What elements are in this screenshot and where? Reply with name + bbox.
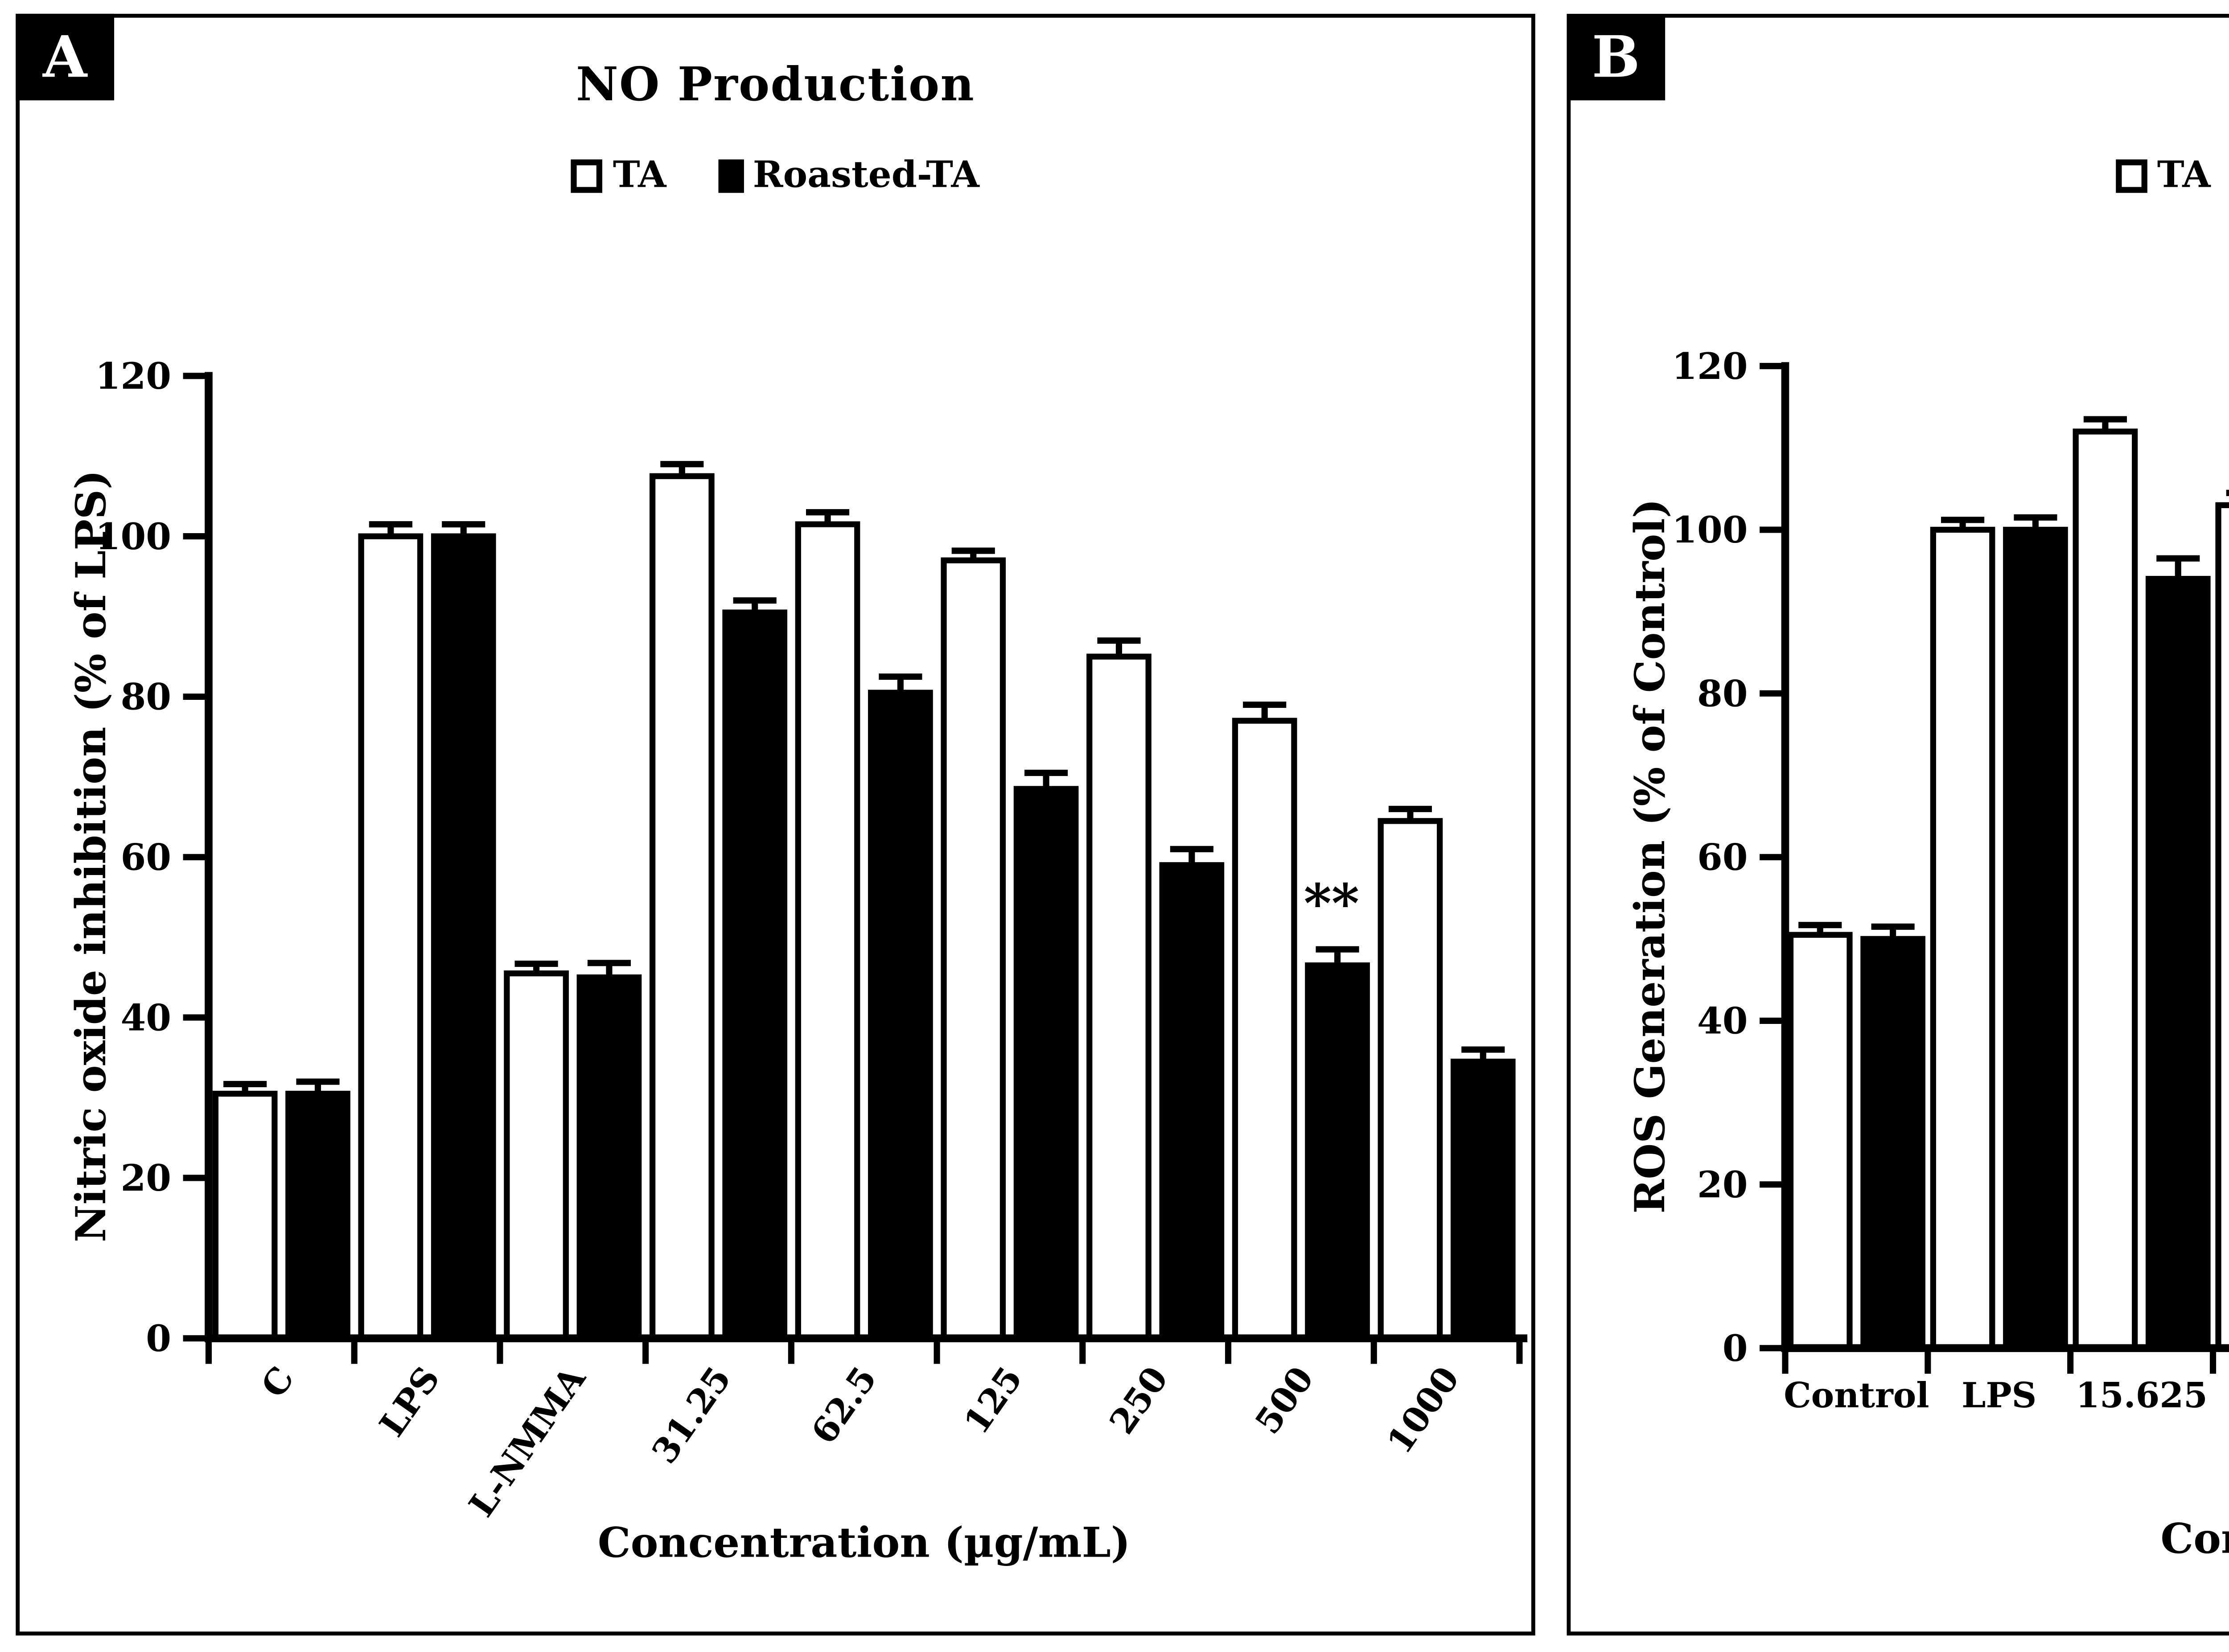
bar-TA-LPS <box>1930 526 1995 1351</box>
y-tick-label: 100 <box>95 515 171 558</box>
panel-a-title: NO Production <box>576 57 975 112</box>
y-tick-label: 20 <box>1697 1163 1748 1206</box>
legend-label-ta: TA <box>2157 155 2211 197</box>
x-category-label: L-NMMA <box>461 1359 594 1524</box>
panel-a: A NO Production TA Roasted-TA Nitric oxi… <box>16 13 1535 1636</box>
panel-b-plot: 020406080100120ControlLPS15.62531.2562.5… <box>1672 345 2229 1416</box>
x-category-label: 500 <box>1247 1359 1322 1441</box>
x-category-label: LPS <box>372 1359 448 1444</box>
y-tick-label: 60 <box>120 836 171 879</box>
bar-TA-L-NMMA <box>504 970 569 1341</box>
bar-Roasted-TA-250 <box>1159 862 1225 1341</box>
legend-item-roasted-ta: Roasted-TA <box>717 156 979 197</box>
bar-Roasted-TA-62.5 <box>868 690 933 1341</box>
legend-item-ta: TA <box>572 156 666 197</box>
x-category-label: C <box>253 1359 302 1405</box>
legend-swatch-ta-icon <box>572 159 603 193</box>
y-tick-label: 20 <box>120 1157 171 1200</box>
bar-Roasted TA-Control <box>1860 936 1925 1351</box>
legend-label-ta: TA <box>613 155 666 197</box>
y-tick-label: 60 <box>1697 836 1748 879</box>
bar-Roasted-TA-C <box>285 1090 350 1341</box>
bar-Roasted-TA-L-NMMA <box>576 974 642 1341</box>
legend-swatch-roasted-ta-icon <box>717 159 743 193</box>
y-tick-label: 40 <box>120 996 171 1039</box>
significance-annotation: ** <box>1304 872 1359 935</box>
panel-a-plot: 0 20 40 60 80 100 120 C LPS L-NMMA 31.25 62.5 125 250… <box>95 355 1528 1524</box>
y-tick-label: 0 <box>146 1317 171 1360</box>
x-category-label: 250 <box>1102 1359 1176 1441</box>
panel-b: B ROS TA Roasted TA ROS Generation (% of… <box>1567 13 2229 1636</box>
panel-a-legend: TA Roasted-TA <box>20 156 1531 197</box>
y-tick-label: 120 <box>95 355 171 398</box>
y-tick-label: 80 <box>120 676 171 719</box>
bar-Roasted TA-LPS <box>2003 526 2068 1351</box>
bar-TA-LPS <box>358 533 424 1341</box>
panel-a-corner-label: A <box>16 13 115 101</box>
y-tick-label: 120 <box>1672 345 1748 388</box>
bar-TA-15.625 <box>2073 428 2138 1351</box>
panel-b-x-axis-title: Concentration (µg/mL) <box>2160 1513 2229 1563</box>
panel-a-x-axis-title: Concentration (µg/mL) <box>597 1517 1131 1567</box>
bar-TA-125 <box>941 557 1006 1341</box>
bar-TA-Control <box>1787 932 1853 1351</box>
bar-TA-250 <box>1086 653 1152 1341</box>
x-category-label: Control <box>1784 1375 1929 1416</box>
bar-TA-500 <box>1232 718 1297 1341</box>
x-category-label: 15.625 <box>2076 1375 2208 1416</box>
bar-Roasted TA-15.625 <box>2145 575 2211 1351</box>
panel-b-legend: TA Roasted TA <box>1571 156 2229 197</box>
panel-b-corner-label: B <box>1567 13 1666 101</box>
y-tick-label: 100 <box>1672 509 1748 551</box>
bar-Roasted-TA-125 <box>1013 786 1079 1341</box>
y-tick-label: 0 <box>1723 1327 1748 1370</box>
bar-Roasted-TA-LPS <box>431 533 496 1341</box>
x-category-label: 62.5 <box>803 1359 884 1451</box>
legend-label-roasted-ta: Roasted-TA <box>753 155 979 197</box>
bar-TA-62.5 <box>795 521 860 1341</box>
bar-TA-31.25 <box>649 473 715 1341</box>
y-tick-label: 80 <box>1697 672 1748 715</box>
x-category-label: 31.25 <box>644 1359 739 1471</box>
x-category-label: 125 <box>956 1359 1030 1441</box>
bar-Roasted-TA-500 <box>1305 962 1370 1341</box>
bar-Roasted-TA-31.25 <box>722 609 788 1341</box>
x-category-label: 1000 <box>1379 1359 1468 1461</box>
bar-TA-1000 <box>1378 818 1443 1341</box>
x-category-label: LPS <box>1962 1375 2036 1416</box>
bar-TA-C <box>212 1090 278 1341</box>
bar-TA-31.25 <box>2215 502 2229 1351</box>
y-tick-label: 40 <box>1697 1000 1748 1043</box>
bar-Roasted-TA-1000 <box>1450 1058 1516 1341</box>
legend-swatch-ta-icon <box>2116 159 2147 193</box>
legend-item-ta: TA <box>2116 155 2211 197</box>
